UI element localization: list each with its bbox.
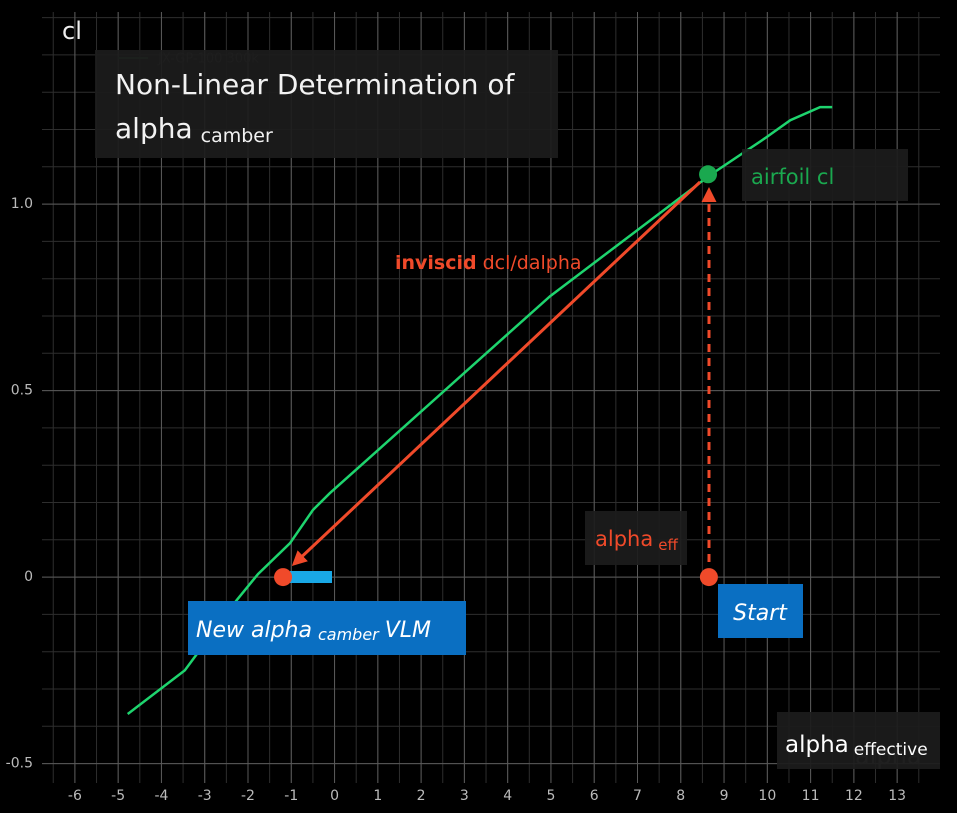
annotation-box [585,511,687,565]
x-tick-label: -6 [68,788,82,804]
annotation: alpha effective [785,732,928,761]
annotation-text: New alpha [196,618,312,643]
x-tick-label: 13 [888,788,906,804]
x-tick-label: -5 [111,788,125,804]
x-tick-label: 11 [802,788,820,804]
x-tick-label: 7 [633,788,642,804]
y-tick-label: 0.5 [11,383,33,399]
x-tick-label: 6 [590,788,599,804]
annotation-rest: dcl/dalpha [483,252,582,274]
annotation: alpha eff [595,527,678,554]
x-tick-label: 5 [546,788,555,804]
plot [126,105,833,715]
series-line [126,105,833,715]
x-tick-label: 10 [758,788,776,804]
x-tick-label: -4 [154,788,168,804]
chart-title: Non-Linear Determination of [115,68,515,101]
annotation-box [777,712,940,769]
annotation: inviscid dcl/dalpha [395,252,582,274]
annotation-text: alpha [595,527,653,551]
y-tick-label: 1.0 [11,196,33,212]
title-symbol: alpha camber [115,112,273,147]
x-tick-label: 4 [503,788,512,804]
annotation-box [718,584,803,638]
x-tick-label: 9 [720,788,729,804]
annotation-bold: inviscid [395,252,477,274]
point [699,568,718,587]
y-tick-label: 0 [24,569,33,585]
x-tick-label: 0 [330,788,339,804]
annotation: airfoil cl [751,165,834,189]
annotation-text: alpha [785,732,849,758]
x-tick-label: -2 [241,788,255,804]
annotation-sub: eff [658,536,678,554]
point [699,165,718,184]
x-tick-label: 2 [417,788,426,804]
slope-arrow [291,180,702,567]
annotation-after: VLM [385,618,431,643]
camber-bar [290,571,332,583]
annotation-sub: effective [854,740,928,760]
points [274,165,718,587]
x-tick-label: -3 [198,788,212,804]
point [274,568,293,587]
y-tick-label: -0.5 [6,756,33,772]
annotation-box [188,601,466,655]
annotation-sub: camber [318,625,380,644]
x-tick-label: 1 [373,788,382,804]
title-symbol-sub: camber [201,125,273,147]
annotation: New alpha camber VLM [196,618,431,644]
x-tick-label: 8 [676,788,685,804]
x-tick-label: 3 [460,788,469,804]
y-axis-label: cl [62,17,82,45]
x-tick-label: 12 [845,788,863,804]
x-tick-label: -1 [284,788,298,804]
title-symbol-text: alpha [115,112,193,145]
title-box [95,50,558,158]
annotation-box [742,149,908,201]
annotation: Start [733,601,788,626]
